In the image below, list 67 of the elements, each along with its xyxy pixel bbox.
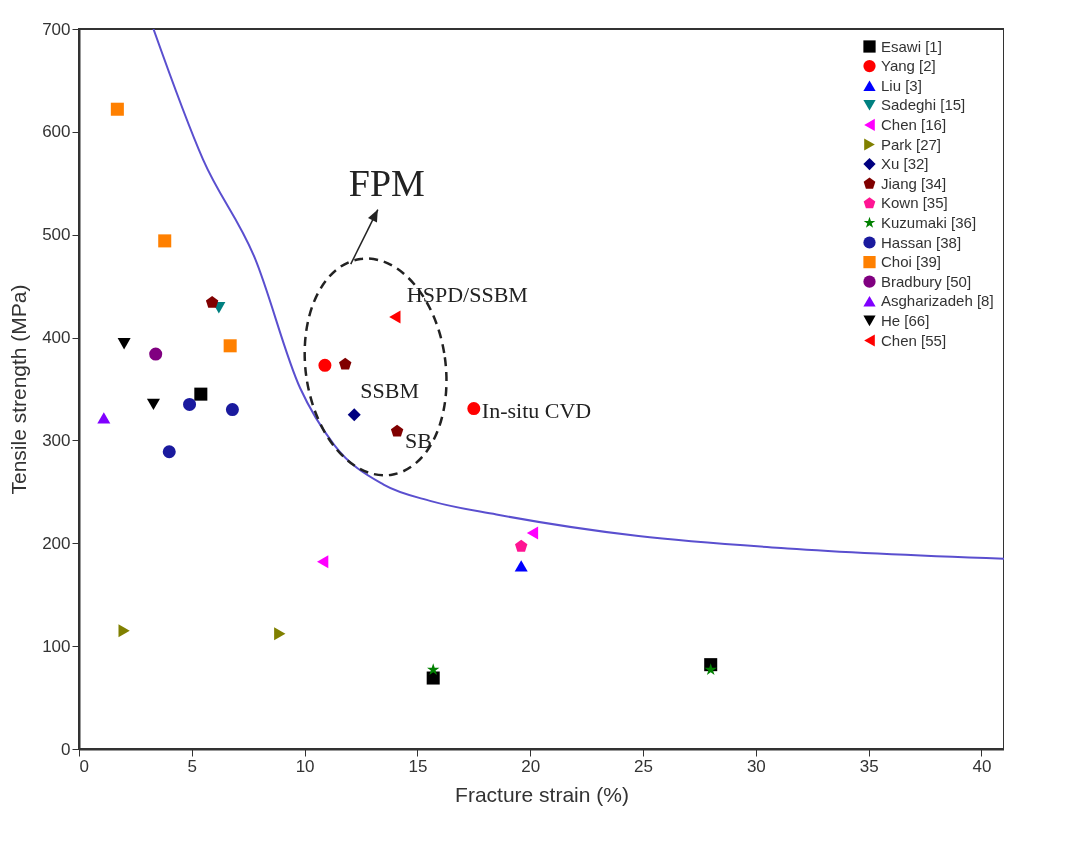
legend-label: Esawi [1]: [881, 37, 942, 55]
point: [183, 397, 197, 411]
annotation: HSPD/SSBM: [406, 282, 528, 307]
legend-label: Choi [39]: [881, 253, 942, 271]
legend-label: Kuzumaki [36]: [881, 213, 977, 231]
x-axis-title: Fracture strain (%): [455, 782, 629, 806]
x-tick-label: 35: [859, 756, 879, 776]
point: [318, 358, 332, 372]
y-tick-label: 400: [42, 328, 71, 348]
point: [146, 398, 160, 411]
point: [110, 102, 124, 116]
legend-label: Asgharizadeh [8]: [881, 292, 994, 310]
line-series: [152, 29, 1004, 560]
point: [427, 663, 440, 676]
point: [225, 403, 239, 417]
point: [514, 560, 528, 572]
point: [162, 445, 176, 459]
point: [347, 408, 361, 422]
legend-label: Yang [2]: [881, 57, 936, 75]
point: [194, 387, 208, 401]
y-tick-label: 500: [42, 225, 71, 245]
legend-label: He [66]: [881, 311, 930, 329]
legend-label: Hassan [38]: [881, 233, 962, 251]
x-tick-label: 0: [79, 756, 89, 776]
point: [704, 663, 717, 676]
legend-label: Park [27]: [881, 135, 942, 153]
point: [117, 338, 131, 350]
point: [158, 234, 172, 248]
x-tick-label: 10: [295, 756, 315, 776]
x-tick-label: 40: [972, 756, 992, 776]
point: [205, 296, 219, 308]
x-tick-label: 30: [746, 756, 766, 776]
y-tick-label: 600: [42, 122, 71, 142]
annotation: SB: [405, 428, 433, 454]
y-tick-label: 200: [42, 533, 71, 553]
legend-label: Sadeghi [15]: [881, 96, 966, 114]
y-tick-label: 700: [42, 19, 71, 39]
legend-label: Bradbury [50]: [881, 272, 972, 290]
point: [390, 424, 404, 437]
point: [149, 347, 163, 361]
y-axis-title: Tensile strength (MPa): [7, 284, 31, 495]
point: [274, 627, 286, 641]
annotation: SSBM: [360, 377, 419, 403]
y-tick-label: 0: [61, 739, 71, 759]
point: [526, 526, 539, 540]
point: [118, 624, 130, 638]
point: [317, 555, 329, 569]
legend-label: Kown [35]: [881, 194, 948, 212]
legend-label: Xu [32]: [881, 155, 929, 173]
point: [467, 402, 481, 416]
point: [339, 357, 352, 370]
x-tick-label: 25: [634, 756, 653, 776]
point: [97, 412, 111, 424]
legend-label: Chen [16]: [881, 115, 947, 133]
annotation: FPM: [348, 162, 425, 205]
point: [223, 339, 237, 353]
legend-label: Liu [3]: [881, 76, 922, 94]
legend-label: Chen [55]: [881, 331, 947, 349]
x-tick-label: 5: [187, 756, 198, 776]
legend-label: Jiang [34]: [881, 174, 947, 192]
point: [426, 671, 440, 685]
y-tick-label: 100: [42, 636, 71, 656]
x-tick-label: 20: [521, 756, 541, 776]
annotation: In-situ CVD: [481, 397, 592, 423]
y-tick-label: 300: [42, 430, 71, 450]
point: [515, 539, 528, 552]
x-tick-label: 15: [408, 756, 428, 776]
